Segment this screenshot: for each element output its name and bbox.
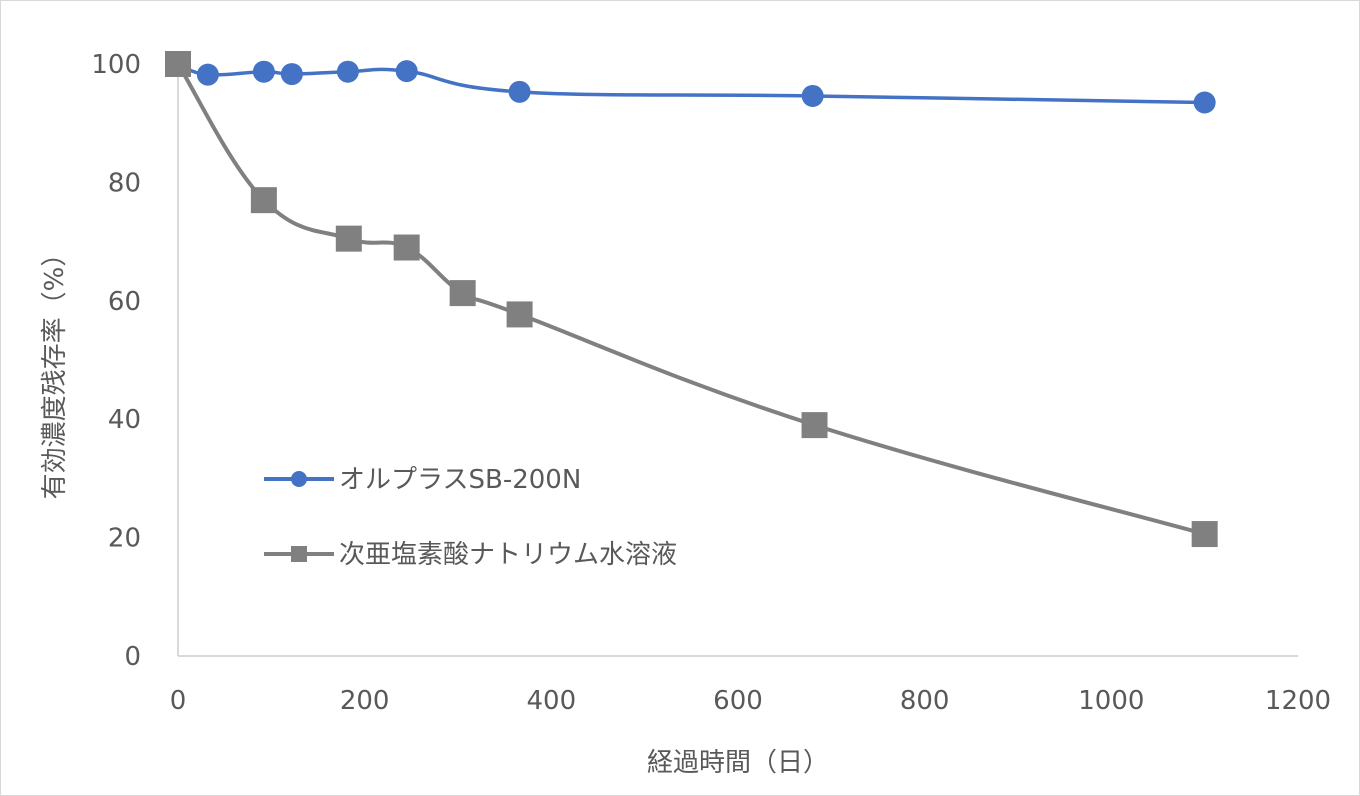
y-tick-label: 20: [108, 524, 141, 554]
series-line: [177, 62, 1205, 105]
data-point-square: [393, 234, 420, 261]
legend-item: オルプラスSB-200N: [264, 465, 581, 495]
data-point-square: [165, 51, 191, 77]
data-point-square: [335, 225, 362, 252]
data-point-circle: [1193, 91, 1216, 114]
data-point-square: [250, 187, 277, 214]
data-point-square: [801, 412, 828, 439]
axes: [177, 61, 1298, 657]
legend-marker-square: [291, 546, 307, 562]
y-tick-labels: 0 20 40 60 80 100: [91, 50, 141, 672]
series-line: [176, 62, 1206, 536]
data-point-circle: [395, 60, 418, 83]
y-tick-label: 60: [108, 287, 141, 317]
x-tick-label: 200: [340, 686, 390, 716]
legend-marker-circle: [291, 471, 307, 487]
data-point-square: [1191, 521, 1218, 548]
x-axis-title: 経過時間（日）: [647, 748, 829, 778]
series-layer: [165, 51, 1218, 548]
data-point-circle: [252, 60, 275, 83]
legend-label: 次亜塩素酸ナトリウム水溶液: [339, 540, 677, 570]
legend-label: オルプラスSB-200N: [339, 465, 581, 495]
x-tick-label: 0: [170, 686, 187, 716]
data-point-circle: [280, 63, 303, 86]
x-tick-label: 600: [713, 686, 763, 716]
x-tick-label: 1000: [1078, 686, 1144, 716]
y-tick-label: 80: [108, 168, 141, 198]
y-tick-label: 40: [108, 405, 141, 435]
y-axis-title: 有効濃度残存率（%）: [40, 241, 70, 500]
legend: オルプラスSB-200N 次亜塩素酸ナトリウム水溶液: [264, 465, 677, 570]
data-point-circle: [196, 63, 219, 86]
data-point-circle: [801, 84, 824, 107]
data-point-circle: [336, 60, 359, 83]
y-tick-label: 100: [91, 50, 141, 80]
legend-item: 次亜塩素酸ナトリウム水溶液: [264, 540, 677, 570]
x-tick-label: 1200: [1265, 686, 1331, 716]
x-tick-label: 400: [527, 686, 577, 716]
x-tick-label: 800: [900, 686, 950, 716]
x-tick-labels: 0 200 400 600 800 1000 1200: [170, 686, 1331, 716]
y-tick-label: 0: [124, 642, 141, 672]
data-point-circle: [508, 80, 531, 103]
data-point-square: [449, 280, 476, 307]
series-1: [167, 53, 1216, 114]
series-2: [165, 51, 1218, 548]
data-point-square: [506, 301, 533, 328]
